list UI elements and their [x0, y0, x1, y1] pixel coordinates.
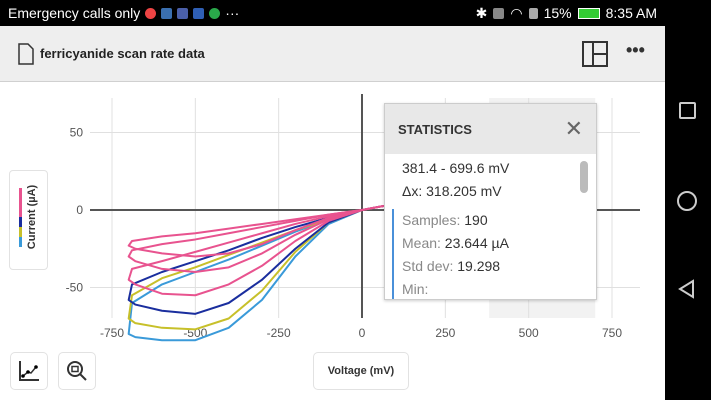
samples-label: Samples:: [402, 212, 461, 228]
google-icon: [145, 7, 157, 19]
sim-icon: [528, 7, 538, 19]
x-tick-label: 250: [435, 326, 455, 340]
legend-swatch-yellow: [19, 227, 22, 237]
stats-dx: Δx: 318.205 mV: [402, 183, 502, 199]
toolbar: ferricyanide scan rate data •••: [0, 26, 665, 82]
legend-swatch-blue: [19, 217, 22, 227]
y-tick-label: -50: [66, 281, 84, 295]
x-tick-label: -250: [267, 326, 291, 340]
battery-percent: 15%: [543, 5, 572, 21]
clock: 8:35 AM: [605, 5, 657, 21]
hangouts-icon: [209, 7, 221, 19]
navigation-bar: [665, 26, 711, 400]
notification-icon: [177, 7, 189, 19]
y-tick-label: 50: [70, 126, 84, 140]
status-bar: Emergency calls only ··· ✱ ◠ 15% 8:35 AM: [0, 0, 711, 26]
legend-swatch-pink: [19, 188, 22, 217]
battery-icon: [577, 7, 600, 19]
legend[interactable]: Current (µA): [9, 170, 48, 270]
x-axis-button[interactable]: Voltage (mV): [313, 352, 409, 390]
x-tick-label: 500: [519, 326, 539, 340]
home-button[interactable]: [677, 191, 697, 211]
mean-label: Mean:: [402, 235, 441, 251]
usb-icon: [193, 7, 205, 19]
series-line: [127, 202, 396, 342]
bluetooth-icon: ✱: [475, 4, 488, 21]
x-tick-label: -750: [100, 326, 124, 340]
series-line: [127, 202, 396, 297]
x-axis-label: Voltage (mV): [327, 365, 395, 377]
nfc-icon: [493, 7, 505, 19]
back-button[interactable]: [677, 279, 697, 299]
notification-icon: [161, 7, 173, 19]
x-tick-label: 0: [359, 326, 366, 340]
close-icon[interactable]: ✕: [564, 116, 583, 141]
scrollbar[interactable]: [580, 161, 588, 193]
series-line: [127, 202, 396, 258]
zoom-icon: [67, 361, 87, 381]
scatter-line-icon: [19, 361, 39, 381]
zoom-fit-button[interactable]: [58, 352, 96, 390]
recents-button[interactable]: [679, 102, 696, 119]
wifi-icon: ◠: [510, 4, 523, 21]
series-line: [127, 202, 396, 315]
legend-swatch-cyan: [19, 237, 22, 247]
mean-value: 23.644 µA: [440, 235, 509, 251]
app: ferricyanide scan rate data ••• -750 -50 0…: [0, 26, 665, 400]
statistics-title: STATISTICS: [398, 121, 472, 137]
stats-range: 381.4 - 699.6 mV: [402, 160, 510, 176]
series-line: [127, 202, 396, 273]
y-tick-label: 0: [76, 203, 83, 217]
document-icon: [18, 42, 34, 65]
stats-series-group: Samples: 190 Mean: 23.644 µA Std dev: 19…: [392, 209, 596, 299]
x-tick-label: 750: [602, 326, 622, 340]
samples-value: 190: [460, 212, 488, 228]
statistics-header: STATISTICS ✕: [385, 104, 596, 154]
plot-style-button[interactable]: [10, 352, 48, 390]
statistics-panel: STATISTICS ✕ 381.4 - 699.6 mV Δx: 318.20…: [384, 103, 597, 300]
more-notifications: ···: [225, 5, 240, 21]
page-title: ferricyanide scan rate data: [40, 46, 205, 61]
std-label: Std dev:: [402, 258, 454, 274]
std-value: 19.298: [453, 258, 501, 274]
y-axis-label: Current (µA): [26, 184, 38, 250]
min-label: Min:: [402, 281, 429, 297]
layout-icon[interactable]: [582, 41, 608, 67]
carrier-text: Emergency calls only: [8, 5, 141, 21]
more-options-icon[interactable]: •••: [626, 40, 645, 60]
